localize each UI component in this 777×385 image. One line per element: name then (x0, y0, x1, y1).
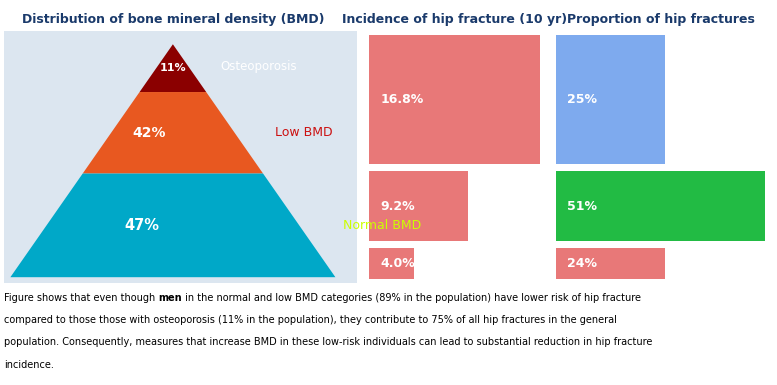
Bar (556, 171, 765, 241)
Text: population. Consequently, measures that increase BMD in these low-risk individua: population. Consequently, measures that … (4, 337, 652, 347)
Text: 51%: 51% (567, 199, 598, 213)
Text: Osteoporosis: Osteoporosis (220, 60, 297, 73)
Text: 11%: 11% (159, 63, 186, 73)
Text: 47%: 47% (124, 218, 159, 233)
Text: Normal BMD: Normal BMD (343, 219, 421, 232)
Text: Proportion of hip fractures: Proportion of hip fractures (566, 13, 754, 27)
Text: Figure shows that even though: Figure shows that even though (4, 293, 159, 303)
Bar (369, 248, 413, 279)
Text: Incidence of hip fracture (10 yr): Incidence of hip fracture (10 yr) (342, 13, 567, 27)
Bar (556, 35, 664, 164)
Text: 24%: 24% (567, 257, 598, 270)
Text: 9.2%: 9.2% (381, 199, 416, 213)
Polygon shape (82, 92, 263, 174)
Text: compared to those those with osteoporosis (11% in the population), they contribu: compared to those those with osteoporosi… (4, 315, 617, 325)
Text: 42%: 42% (133, 126, 166, 140)
Text: incidence.: incidence. (4, 360, 54, 370)
Bar (4, 31, 357, 283)
Bar (369, 171, 469, 241)
Text: in the normal and low BMD categories (89% in the population) have lower risk of : in the normal and low BMD categories (89… (182, 293, 641, 303)
Text: men: men (159, 293, 182, 303)
Text: 25%: 25% (567, 93, 598, 106)
Text: Distribution of bone mineral density (BMD): Distribution of bone mineral density (BM… (22, 13, 324, 27)
Text: 16.8%: 16.8% (381, 93, 424, 106)
Text: 4.0%: 4.0% (381, 257, 416, 270)
Polygon shape (140, 44, 206, 92)
Bar (369, 35, 540, 164)
Text: Low BMD: Low BMD (275, 126, 333, 139)
Bar (556, 248, 664, 279)
Polygon shape (10, 174, 336, 277)
